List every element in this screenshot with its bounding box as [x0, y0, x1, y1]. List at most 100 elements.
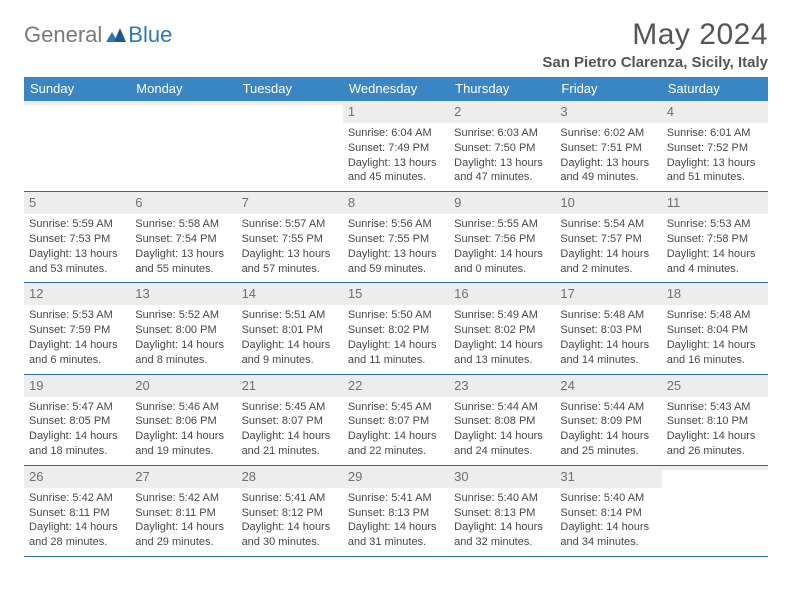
day-number: 28	[242, 469, 256, 484]
day-number: 11	[667, 195, 681, 210]
day-info-line: and 55 minutes.	[135, 262, 231, 277]
day-info-line: and 2 minutes.	[560, 262, 656, 277]
day-number: 18	[667, 286, 681, 301]
day-info-line: and 29 minutes.	[135, 535, 231, 550]
day-info-line: Sunset: 8:07 PM	[348, 414, 444, 429]
day-info-line: and 18 minutes.	[29, 444, 125, 459]
day-number: 13	[135, 286, 149, 301]
logo-text-right: Blue	[128, 22, 172, 48]
day-number: 15	[348, 286, 362, 301]
day-info-line: and 53 minutes.	[29, 262, 125, 277]
day-number-bar: 14	[237, 283, 343, 305]
week-row: 5Sunrise: 5:59 AMSunset: 7:53 PMDaylight…	[24, 192, 768, 283]
day-info-line: Sunset: 7:55 PM	[242, 232, 338, 247]
day-cell: 21Sunrise: 5:45 AMSunset: 8:07 PMDayligh…	[237, 375, 343, 465]
day-info-line: Daylight: 14 hours	[242, 520, 338, 535]
day-number-bar: 6	[130, 192, 236, 214]
day-number: 6	[135, 195, 142, 210]
day-info-line: Sunrise: 5:40 AM	[560, 491, 656, 506]
day-cell: 4Sunrise: 6:01 AMSunset: 7:52 PMDaylight…	[662, 101, 768, 191]
day-info-line: Sunrise: 6:04 AM	[348, 126, 444, 141]
day-cell: 26Sunrise: 5:42 AMSunset: 8:11 PMDayligh…	[24, 466, 130, 556]
calendar-page: General Blue May 2024 San Pietro Clarenz…	[0, 0, 792, 557]
day-number-bar: 21	[237, 375, 343, 397]
day-number-bar	[237, 101, 343, 105]
day-info-line: Sunset: 7:49 PM	[348, 141, 444, 156]
day-cell	[237, 101, 343, 191]
day-number-bar: 15	[343, 283, 449, 305]
day-number-bar: 13	[130, 283, 236, 305]
logo-mark-icon	[106, 28, 126, 42]
day-info-line: Sunset: 8:02 PM	[454, 323, 550, 338]
day-number: 10	[560, 195, 574, 210]
day-info-line: and 30 minutes.	[242, 535, 338, 550]
day-info-line: and 51 minutes.	[667, 170, 763, 185]
day-info-line: Sunset: 7:55 PM	[348, 232, 444, 247]
day-info-line: Sunrise: 5:41 AM	[242, 491, 338, 506]
day-info-line: Sunset: 7:54 PM	[135, 232, 231, 247]
day-number: 8	[348, 195, 355, 210]
day-cell: 11Sunrise: 5:53 AMSunset: 7:58 PMDayligh…	[662, 192, 768, 282]
day-info-line: and 6 minutes.	[29, 353, 125, 368]
day-info-line: Daylight: 14 hours	[348, 429, 444, 444]
day-info-line: and 24 minutes.	[454, 444, 550, 459]
day-cell: 28Sunrise: 5:41 AMSunset: 8:12 PMDayligh…	[237, 466, 343, 556]
day-cell: 31Sunrise: 5:40 AMSunset: 8:14 PMDayligh…	[555, 466, 661, 556]
day-number: 20	[135, 378, 149, 393]
day-info-line: Sunset: 8:08 PM	[454, 414, 550, 429]
day-number-bar: 27	[130, 466, 236, 488]
day-info-line: Sunrise: 5:59 AM	[29, 217, 125, 232]
weekday-cell: Monday	[130, 77, 236, 101]
day-info-line: and 25 minutes.	[560, 444, 656, 459]
day-info-line: and 19 minutes.	[135, 444, 231, 459]
day-info-line: Sunrise: 5:42 AM	[29, 491, 125, 506]
day-number-bar: 4	[662, 101, 768, 123]
day-number: 5	[29, 195, 36, 210]
day-info-line: and 32 minutes.	[454, 535, 550, 550]
weeks-container: 1Sunrise: 6:04 AMSunset: 7:49 PMDaylight…	[24, 101, 768, 557]
day-info-line: Daylight: 14 hours	[454, 429, 550, 444]
day-number: 9	[454, 195, 461, 210]
day-info-line: Daylight: 14 hours	[29, 338, 125, 353]
day-info-line: Sunrise: 5:45 AM	[348, 400, 444, 415]
day-info-line: and 28 minutes.	[29, 535, 125, 550]
week-row: 26Sunrise: 5:42 AMSunset: 8:11 PMDayligh…	[24, 466, 768, 557]
day-info-line: Daylight: 14 hours	[560, 520, 656, 535]
day-info-line: Sunrise: 5:47 AM	[29, 400, 125, 415]
day-info-line: Sunset: 7:51 PM	[560, 141, 656, 156]
day-info-line: Sunset: 8:00 PM	[135, 323, 231, 338]
day-info-line: Sunrise: 5:56 AM	[348, 217, 444, 232]
day-info-line: and 57 minutes.	[242, 262, 338, 277]
day-number-bar: 5	[24, 192, 130, 214]
day-cell: 10Sunrise: 5:54 AMSunset: 7:57 PMDayligh…	[555, 192, 661, 282]
day-cell: 30Sunrise: 5:40 AMSunset: 8:13 PMDayligh…	[449, 466, 555, 556]
day-cell: 29Sunrise: 5:41 AMSunset: 8:13 PMDayligh…	[343, 466, 449, 556]
day-info-line: Sunrise: 5:50 AM	[348, 308, 444, 323]
day-info-line: Sunset: 8:11 PM	[29, 506, 125, 521]
day-cell: 17Sunrise: 5:48 AMSunset: 8:03 PMDayligh…	[555, 283, 661, 373]
day-info-line: Daylight: 13 hours	[29, 247, 125, 262]
day-info-line: Sunset: 8:03 PM	[560, 323, 656, 338]
week-row: 19Sunrise: 5:47 AMSunset: 8:05 PMDayligh…	[24, 375, 768, 466]
day-number-bar: 2	[449, 101, 555, 123]
day-number: 14	[242, 286, 256, 301]
day-info-line: and 21 minutes.	[242, 444, 338, 459]
day-number-bar: 10	[555, 192, 661, 214]
day-number-bar: 29	[343, 466, 449, 488]
day-cell: 3Sunrise: 6:02 AMSunset: 7:51 PMDaylight…	[555, 101, 661, 191]
day-info-line: Daylight: 14 hours	[667, 338, 763, 353]
day-number: 19	[29, 378, 43, 393]
day-info-line: and 0 minutes.	[454, 262, 550, 277]
day-number: 25	[667, 378, 681, 393]
day-info-line: Sunset: 8:02 PM	[348, 323, 444, 338]
day-cell: 9Sunrise: 5:55 AMSunset: 7:56 PMDaylight…	[449, 192, 555, 282]
day-info-line: Daylight: 14 hours	[242, 338, 338, 353]
title-block: May 2024 San Pietro Clarenza, Sicily, It…	[542, 18, 768, 71]
day-cell: 19Sunrise: 5:47 AMSunset: 8:05 PMDayligh…	[24, 375, 130, 465]
day-cell: 8Sunrise: 5:56 AMSunset: 7:55 PMDaylight…	[343, 192, 449, 282]
day-info-line: Sunrise: 5:42 AM	[135, 491, 231, 506]
day-info-line: Sunrise: 5:48 AM	[667, 308, 763, 323]
day-number: 27	[135, 469, 149, 484]
day-number: 3	[560, 104, 567, 119]
day-info-line: and 9 minutes.	[242, 353, 338, 368]
